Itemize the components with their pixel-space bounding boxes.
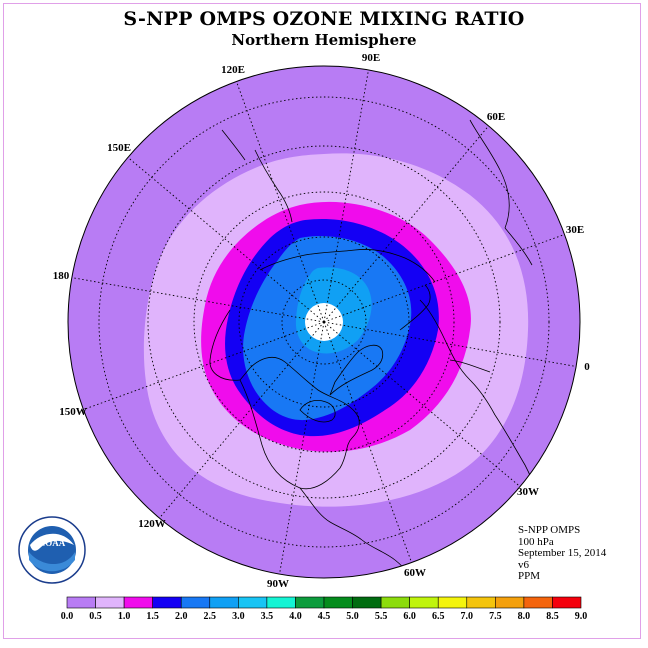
map-subtitle: Northern Hemisphere: [231, 31, 417, 49]
lon-label-120e: 120E: [221, 64, 245, 76]
colorbar-tick-label: 3.5: [261, 611, 274, 622]
coast-central-america: [299, 487, 363, 541]
parallel-40: [98, 96, 550, 548]
colorbar-bin: [238, 596, 268, 609]
meridian-180: [71, 277, 325, 323]
info-block: S-NPP OMPS 100 hPa September 15, 2014 v6…: [518, 524, 607, 583]
coast-japan: [221, 129, 246, 161]
colorbar-bin: [552, 596, 582, 609]
colorbar-bin: [66, 596, 96, 609]
colorbar: 0.0 0.5 1.0 1.5 2.0 2.5 3.0 3.5 4.0 4.5 5.0 5.5 6.0 6…: [61, 596, 588, 622]
coast-greenland: [329, 344, 384, 396]
lon-label-150e: 150E: [107, 142, 131, 154]
colorbar-bin: [209, 596, 239, 609]
colorbar-tick-label: 5.5: [375, 611, 388, 622]
map-boundary: [67, 65, 581, 579]
lon-label-60e: 60E: [487, 111, 505, 123]
lon-label-30w: 30W: [517, 486, 539, 498]
info-date: September 15, 2014: [518, 547, 607, 559]
lon-label-0: 0: [584, 361, 590, 373]
colorbar-tick-label: 0.0: [61, 611, 74, 622]
colorbar-bin: [380, 596, 410, 609]
colorbar-tick-label: 0.5: [89, 611, 102, 622]
colorbar-bin: [123, 596, 153, 609]
colorbar-tick-label: 1.0: [118, 611, 131, 622]
parallel-70: [238, 236, 410, 408]
lon-label-120w: 120W: [138, 518, 166, 530]
colorbar-tick-label: 7.0: [461, 611, 474, 622]
parallel-60: [193, 191, 455, 453]
colorbar-tick-label: 3.0: [232, 611, 245, 622]
coast-hudson-bay: [299, 400, 336, 423]
coast-asia-north: [259, 249, 436, 283]
lon-label-60w: 60W: [404, 567, 426, 579]
colorbar-tick-label: 2.5: [204, 611, 217, 622]
longitude-labels: 0 30E 60E 90E 120E 150E 180 150W 120W 90…: [53, 52, 591, 590]
graticule: [71, 69, 580, 575]
info-instrument: S-NPP OMPS: [518, 524, 581, 536]
meridian-120w: [159, 321, 325, 519]
info-units: PPM: [518, 570, 541, 582]
coast-arabia: [504, 227, 533, 266]
parallel-80: [281, 279, 367, 365]
meridian-120e: [235, 81, 325, 323]
coast-asia-east: [254, 149, 293, 223]
colorbar-tick-label: 1.5: [146, 611, 159, 622]
lon-label-90e: 90E: [362, 52, 380, 64]
parallel-50: [147, 145, 501, 499]
colorbar-bin: [180, 596, 211, 609]
colorbar-bin: [323, 596, 353, 609]
colorbar-tick-label: 5.0: [346, 611, 359, 622]
colorbar-tick-label: 4.0: [289, 611, 302, 622]
lon-label-90w: 90W: [267, 578, 289, 590]
coast-mediterranean: [449, 359, 491, 373]
colorbar-bin: [266, 596, 296, 609]
info-version: v6: [518, 558, 529, 571]
meridian-90w: [279, 321, 325, 575]
ozone-field: [68, 66, 580, 578]
lon-label-180: 180: [53, 270, 70, 282]
coast-north-america: [239, 356, 360, 490]
colorbar-bin: [95, 596, 125, 609]
noaa-logo-text: NOAA: [39, 538, 66, 548]
colorbar-bin: [466, 596, 496, 609]
colorbar-tick-label: 8.5: [546, 611, 559, 622]
colorbar-bin: [523, 596, 553, 609]
lon-label-30e: 30E: [566, 224, 584, 236]
colorbar-tick-label: 8.0: [518, 611, 531, 622]
colorbar-tick-label: 2.0: [175, 611, 188, 622]
meridian-60w: [323, 321, 413, 563]
colorbar-bin: [352, 596, 382, 609]
meridian-60e: [323, 125, 489, 323]
colorbar-tick-label: 7.5: [489, 611, 502, 622]
colorbar-tick-label: 9.0: [575, 611, 588, 622]
meridian-90e: [323, 69, 369, 323]
colorbar-bin: [437, 596, 468, 609]
colorbar-tick-label: 4.5: [318, 611, 331, 622]
lon-label-150w: 150W: [59, 406, 87, 418]
coast-india: [469, 119, 510, 229]
colorbar-bin: [295, 596, 325, 609]
colorbar-tick-label: 6.5: [432, 611, 445, 622]
colorbar-bin: [152, 596, 182, 609]
colorbar-bin: [409, 596, 439, 609]
meridian-150w: [83, 321, 325, 411]
map-title: S-NPP OMPS OZONE MIXING RATIO: [123, 8, 525, 30]
meridian-30w: [323, 321, 521, 487]
colorbar-tick-label: 6.0: [403, 611, 416, 622]
meridian-0: [323, 321, 580, 368]
info-pressure-level: 100 hPa: [518, 535, 554, 548]
noaa-logo: NOAA: [18, 516, 86, 584]
colorbar-bin: [495, 596, 525, 609]
coast-alaska: [209, 309, 241, 381]
meridian-150e: [127, 157, 325, 323]
plot-frame: [3, 3, 641, 639]
meridian-30e: [323, 233, 565, 323]
